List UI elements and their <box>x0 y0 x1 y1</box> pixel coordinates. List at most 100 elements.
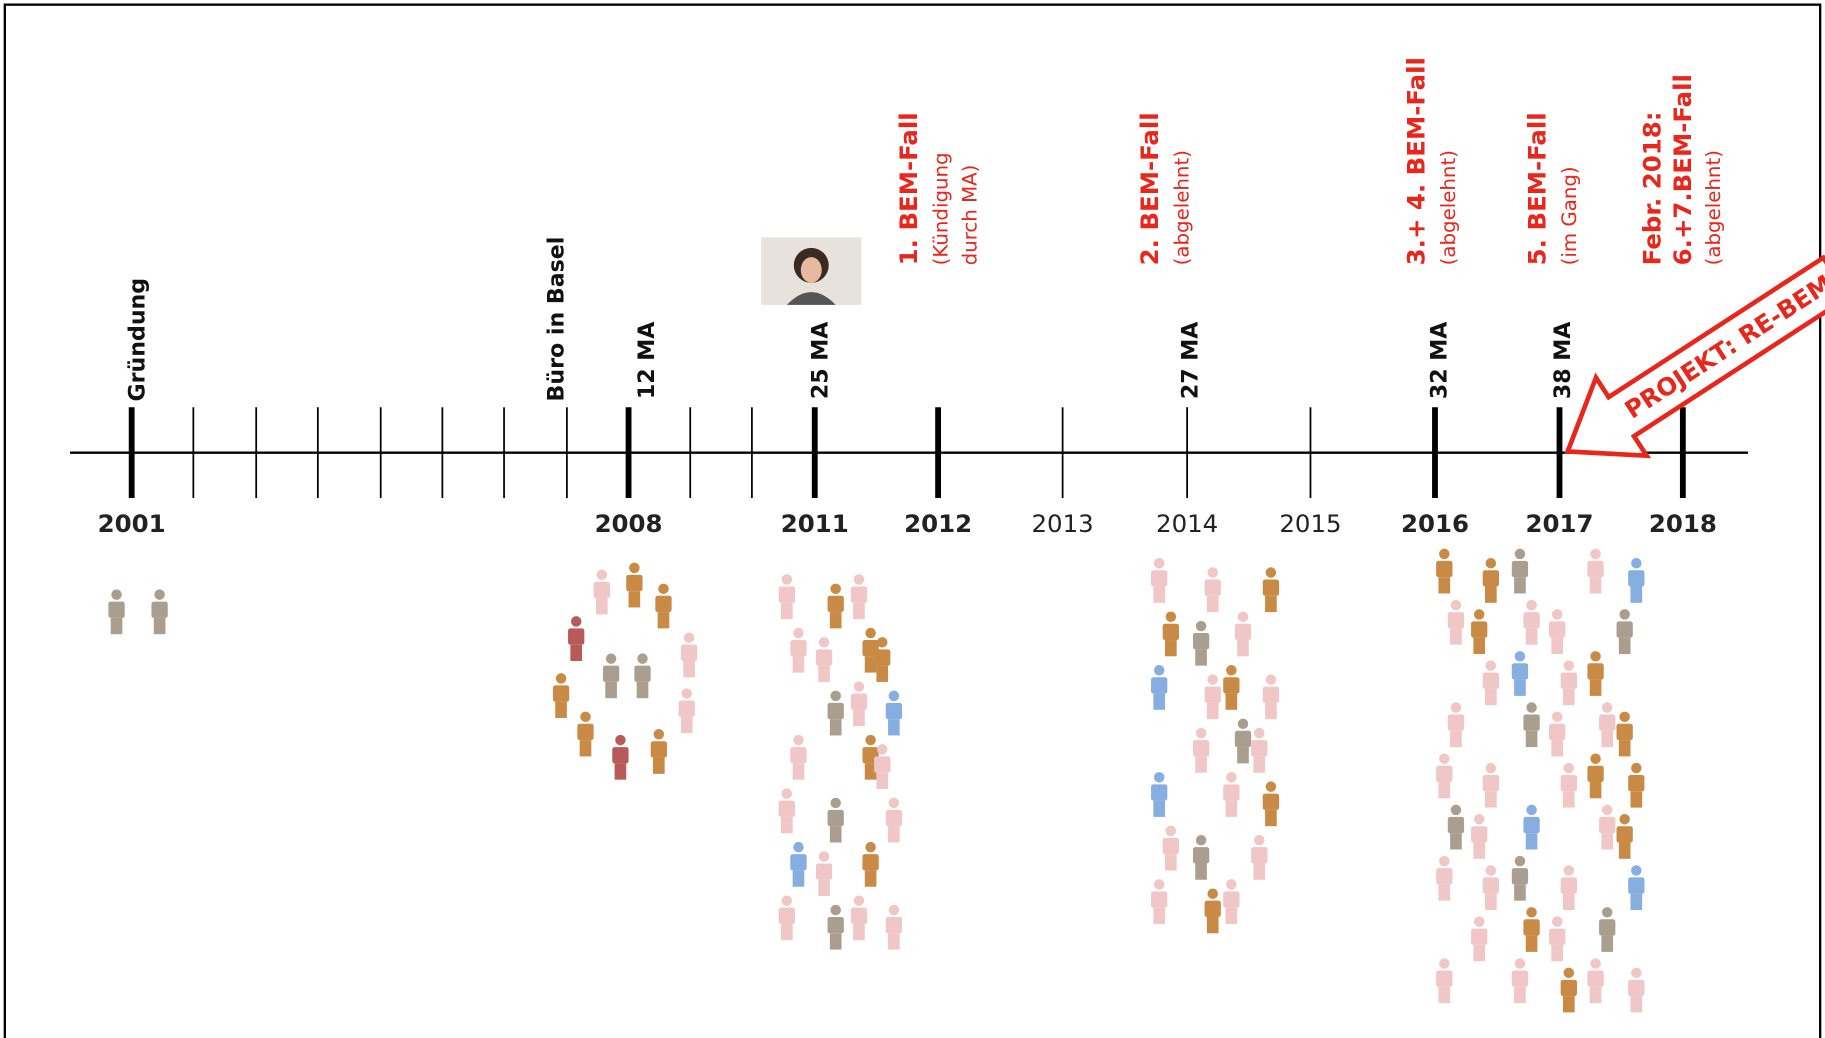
person-head <box>1266 781 1276 791</box>
person-body <box>1599 817 1615 833</box>
person-icon <box>1561 865 1577 910</box>
person-head <box>1602 907 1612 917</box>
person-head <box>1515 856 1525 866</box>
person-legs <box>1237 747 1249 763</box>
person-head <box>830 691 840 701</box>
person-icon <box>886 798 902 843</box>
person-body <box>1151 570 1167 586</box>
person-icon <box>1549 916 1565 961</box>
person-legs <box>1551 945 1563 961</box>
person-legs <box>653 758 665 774</box>
person-legs <box>1265 596 1277 612</box>
person-head <box>580 712 590 722</box>
person-legs <box>1195 756 1207 772</box>
person-icon <box>626 563 642 608</box>
person-body <box>1205 687 1221 703</box>
bem-note: durch MA) <box>959 165 982 266</box>
person-head <box>654 729 664 739</box>
person-head <box>1154 879 1164 889</box>
person-head <box>1226 879 1236 889</box>
person-head <box>1526 702 1536 712</box>
person-icon <box>568 616 584 661</box>
person-body <box>874 756 890 772</box>
person-head <box>629 563 639 573</box>
bem-note: (Kündigung <box>929 152 952 265</box>
person-legs <box>1563 689 1575 705</box>
person-head <box>556 673 566 683</box>
person-icon <box>1151 558 1167 603</box>
person-body <box>851 908 867 924</box>
person-body <box>874 649 890 665</box>
person-legs <box>1195 863 1207 879</box>
person-icon <box>816 637 832 682</box>
person-head <box>637 653 647 663</box>
person-icon <box>1523 805 1539 850</box>
person-icon <box>1263 674 1279 719</box>
person-head <box>830 798 840 808</box>
person-body <box>1436 766 1452 782</box>
person-icon <box>1235 719 1251 764</box>
person-head <box>1486 660 1496 670</box>
person-body <box>1471 929 1487 945</box>
person-head <box>1590 651 1600 661</box>
person-icon <box>1628 968 1644 1013</box>
person-head <box>1451 805 1461 815</box>
person-body <box>612 747 628 763</box>
person-legs <box>1590 680 1602 696</box>
year-label: 2013 <box>1032 509 1094 538</box>
person-body <box>790 854 806 870</box>
person-legs <box>781 817 793 833</box>
person-body <box>1471 826 1487 842</box>
person-body <box>1617 621 1633 637</box>
person-legs <box>1551 638 1563 654</box>
year-label: 2001 <box>98 509 166 538</box>
person-legs <box>1438 782 1450 798</box>
person-body <box>828 596 844 612</box>
timeline-diagram: 2001200820112012201320142015201620172018… <box>0 0 1825 1038</box>
person-body <box>816 863 832 879</box>
person-body <box>1263 687 1279 703</box>
person-head <box>1196 835 1206 845</box>
person-legs <box>1514 987 1526 1003</box>
person-icon <box>612 735 628 780</box>
bem-title: 3.+ 4. BEM-Fall <box>1402 57 1431 265</box>
person-icon <box>1471 916 1487 961</box>
bem-title: Febr. 2018: <box>1638 111 1667 265</box>
person-body <box>1599 714 1615 730</box>
person-legs <box>853 924 865 940</box>
person-head <box>597 570 607 580</box>
person-body <box>790 640 806 656</box>
person-head <box>1154 772 1164 782</box>
person-icon <box>1223 879 1239 924</box>
person-head <box>1474 916 1484 926</box>
year-label: 2017 <box>1526 509 1594 538</box>
person-body <box>1436 561 1452 577</box>
person-legs <box>1207 703 1219 719</box>
person-legs <box>1563 996 1575 1012</box>
person-head <box>854 895 864 905</box>
person-legs <box>1226 801 1238 817</box>
person-head <box>1631 763 1641 773</box>
person-legs <box>876 773 888 789</box>
person-body <box>1561 980 1577 996</box>
person-head <box>1154 665 1164 675</box>
person-icon <box>779 895 795 940</box>
person-legs <box>818 880 830 896</box>
person-icon <box>553 673 569 718</box>
person-body <box>1223 784 1239 800</box>
bem-note: 6.+7.BEM-Fall <box>1668 74 1697 265</box>
person-body <box>1512 868 1528 884</box>
person-body <box>1483 877 1499 893</box>
person-body <box>1483 673 1499 689</box>
person-legs <box>793 763 805 779</box>
person-icon <box>1549 712 1565 757</box>
person-legs <box>1153 908 1165 924</box>
person-icon <box>1223 772 1239 817</box>
person-head <box>1619 814 1629 824</box>
person-body <box>1163 624 1179 640</box>
person-body <box>1263 580 1279 596</box>
person-icon <box>1448 702 1464 747</box>
person-icon <box>828 584 844 629</box>
person-legs <box>154 618 166 634</box>
person-body <box>1251 740 1267 756</box>
